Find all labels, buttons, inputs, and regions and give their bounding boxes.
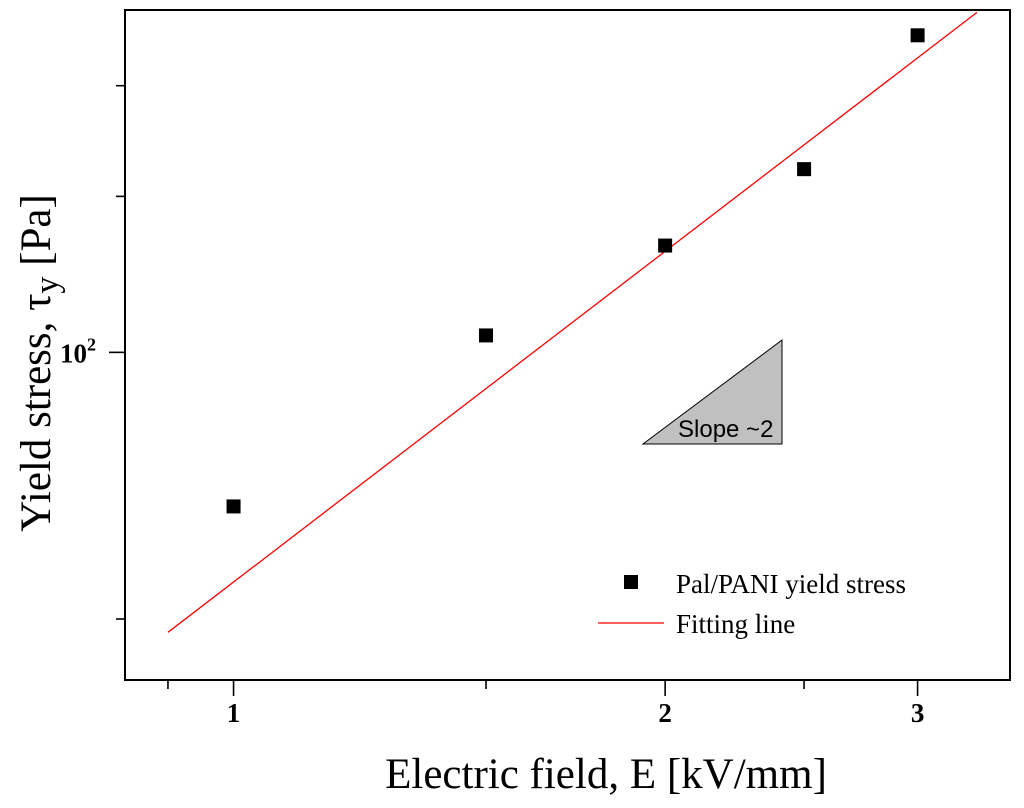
- x-tick-label: 1: [227, 698, 241, 728]
- legend-marker-points: [624, 575, 638, 589]
- fitting-line: [167, 11, 978, 633]
- data-point: [658, 238, 673, 253]
- fitting-line-series: [167, 11, 978, 633]
- slope-annotation-text: Slope ~2: [678, 416, 773, 443]
- y-axis-title: Yield stress, τy [Pa]: [13, 194, 66, 532]
- data-point: [479, 328, 494, 343]
- y-axis-title-unit: [Pa]: [13, 194, 60, 276]
- x-axis-title: Electric field, E [kV/mm]: [385, 751, 827, 798]
- x-tick-label: 2: [658, 698, 672, 728]
- y-axis-title-tau: τ: [13, 294, 60, 311]
- legend-label-line: Fitting line: [676, 609, 795, 639]
- y-tick-label: 102: [60, 334, 96, 368]
- plot-frame: [124, 9, 1011, 681]
- legend: Pal/PANI yield stress Fitting line: [598, 569, 906, 639]
- slope-annotation: Slope ~2: [641, 339, 783, 445]
- data-point: [226, 499, 241, 514]
- data-points-series: [226, 28, 925, 514]
- x-tick-labels: 1 2 3: [227, 698, 925, 728]
- slope-triangle: [641, 339, 783, 445]
- axis-ticks: [109, 84, 919, 696]
- data-point: [910, 28, 925, 43]
- data-point: [797, 162, 812, 177]
- x-tick-label: 3: [911, 698, 925, 728]
- y-tick-labels: 102: [60, 334, 96, 368]
- legend-label-points: Pal/PANI yield stress: [676, 569, 906, 599]
- y-axis-title-main: Yield stress,: [13, 311, 60, 532]
- y-axis-title-subscript: y: [29, 277, 66, 294]
